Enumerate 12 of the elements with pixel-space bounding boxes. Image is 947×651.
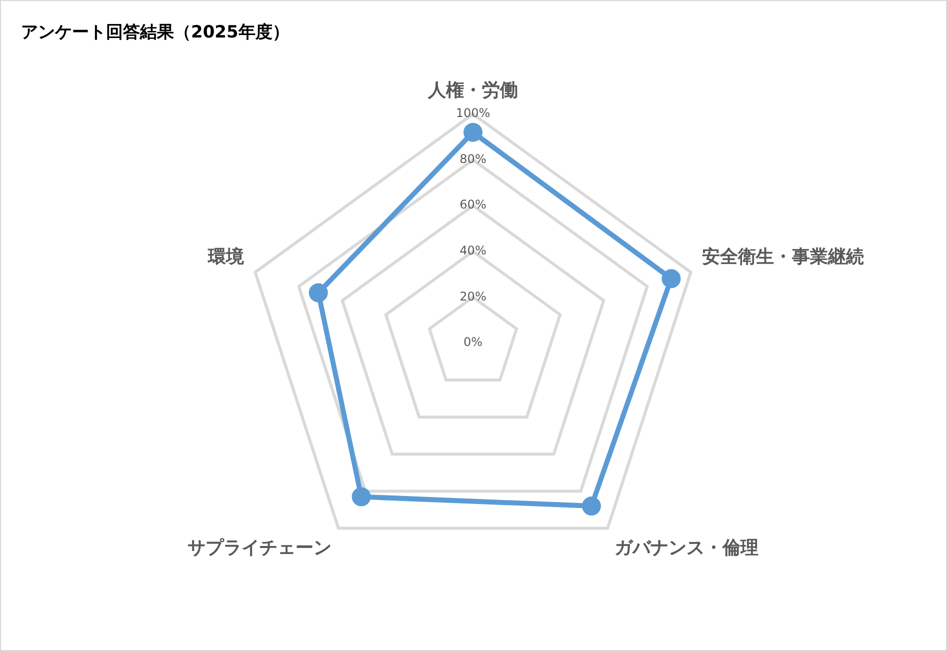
y-tick-label: 0% xyxy=(463,335,483,350)
spoke-label: 安全衛生・事業継続 xyxy=(702,246,864,268)
spoke-label: 人権・労働 xyxy=(427,80,518,101)
spoke-label: サプライチェーン xyxy=(187,537,332,558)
spoke-label: ガバナンス・倫理 xyxy=(614,537,759,558)
y-tick-label: 40% xyxy=(460,244,486,258)
spoke-label: 環境 xyxy=(206,246,244,268)
y-tick-label: 60% xyxy=(460,198,486,212)
chart-title: アンケート回答結果（2025年度） xyxy=(21,22,290,43)
y-tick-label: 100% xyxy=(456,106,490,120)
y-tick-label: 20% xyxy=(460,289,486,304)
y-tick-label: 80% xyxy=(460,152,486,166)
